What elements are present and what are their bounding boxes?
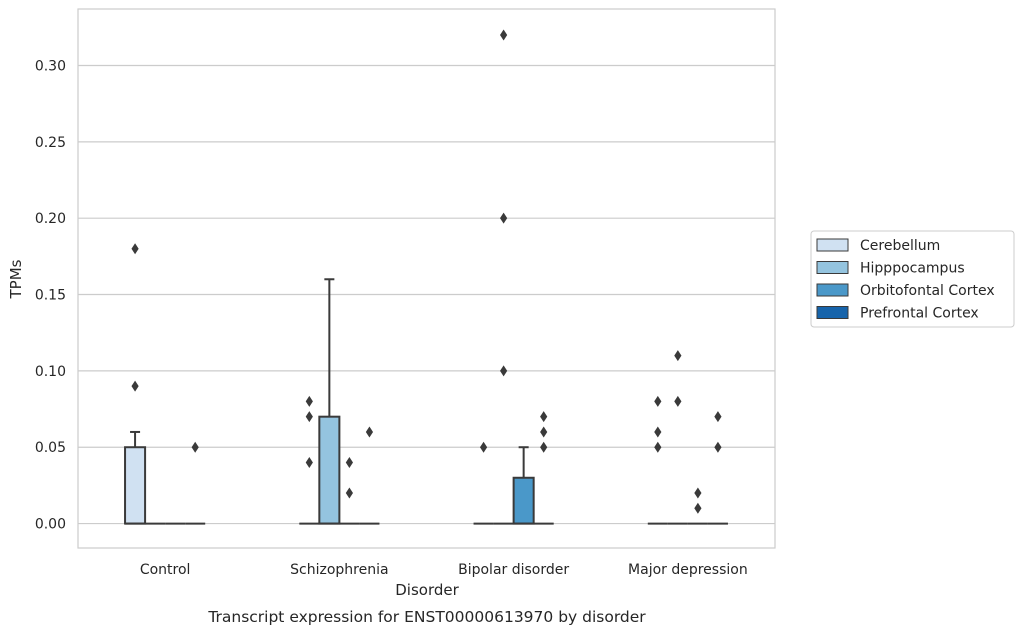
outlier-point (345, 487, 353, 499)
outlier-point (191, 441, 199, 453)
outlier-point (305, 411, 313, 423)
outlier-point (694, 502, 702, 514)
outlier-point (500, 365, 508, 377)
x-tick-label: Schizophrenia (290, 562, 388, 578)
box-4-3 (533, 411, 554, 525)
outlier-point (540, 426, 548, 438)
plot-area-frame (77, 8, 776, 549)
box (512, 476, 535, 525)
outlier-point (305, 395, 313, 407)
y-tick-label: 0.10 (35, 364, 66, 380)
box-3-3 (512, 446, 535, 525)
box (124, 446, 147, 525)
y-tick-label: 0.05 (35, 440, 66, 456)
box-4-2 (359, 426, 380, 525)
x-tick-label: Bipolar disorder (458, 562, 569, 578)
outlier-point (345, 456, 353, 468)
legend-label: Prefrontal Cortex (860, 306, 979, 322)
outlier-point (131, 380, 139, 392)
outlier-point (540, 411, 548, 423)
outlier-point (500, 212, 508, 224)
box-2-2 (318, 278, 341, 525)
legend: Cerebellum Hipppocampus Orbitofontal Corte… (810, 230, 1015, 328)
outlier-point (654, 441, 662, 453)
outlier-point (714, 411, 722, 423)
chart-caption: Transcript expression for ENST0000061397… (207, 608, 646, 626)
x-axis-title: Disorder (395, 581, 459, 599)
outlier-point (654, 395, 662, 407)
box-4-1 (185, 441, 206, 525)
outlier-point (131, 243, 139, 255)
legend-label: Hipppocampus (860, 261, 965, 277)
box-marks (124, 29, 728, 525)
outlier-point (365, 426, 374, 438)
box (318, 415, 341, 525)
legend-frame (810, 230, 1015, 328)
outlier-point (479, 441, 488, 453)
legend-swatch (816, 306, 849, 319)
x-tick-label: Major depression (628, 562, 748, 578)
legend-label: Cerebellum (860, 238, 940, 254)
x-tick-label: Control (140, 562, 191, 578)
outlier-point (694, 487, 702, 499)
y-tick-label: 0.20 (35, 211, 66, 227)
y-tick-labels: 0.00 0.05 0.10 0.15 0.20 0.25 0.30 (35, 58, 66, 532)
legend-swatch (816, 261, 849, 274)
legend-label: Orbitofontal Cortex (860, 283, 995, 299)
y-axis-title: TPMs (7, 259, 25, 299)
box-1-1 (124, 243, 147, 525)
box-3-2 (339, 456, 360, 525)
outlier-point (500, 29, 508, 41)
box-1-2 (299, 395, 320, 525)
box-2-3 (493, 29, 514, 525)
grid-lines (78, 64, 775, 525)
y-tick-label: 0.15 (35, 288, 66, 304)
outlier-point (674, 395, 682, 407)
outlier-point (674, 350, 682, 362)
outlier-point (654, 426, 662, 438)
box-4-4 (707, 411, 728, 525)
y-tick-label: 0.00 (35, 517, 66, 533)
outlier-point (305, 456, 313, 468)
legend-swatch (816, 238, 849, 252)
legend-swatch (816, 283, 849, 297)
y-tick-label: 0.25 (35, 135, 66, 151)
box-3-4 (687, 487, 708, 525)
y-tick-label: 0.30 (35, 58, 66, 74)
box-1-4 (647, 395, 668, 525)
outlier-point (714, 441, 722, 453)
box-1-3 (473, 441, 494, 525)
box-2-4 (667, 350, 688, 525)
outlier-point (540, 441, 548, 453)
x-tick-labels: Control Schizophrenia Bipolar disorder Majo… (140, 562, 748, 578)
